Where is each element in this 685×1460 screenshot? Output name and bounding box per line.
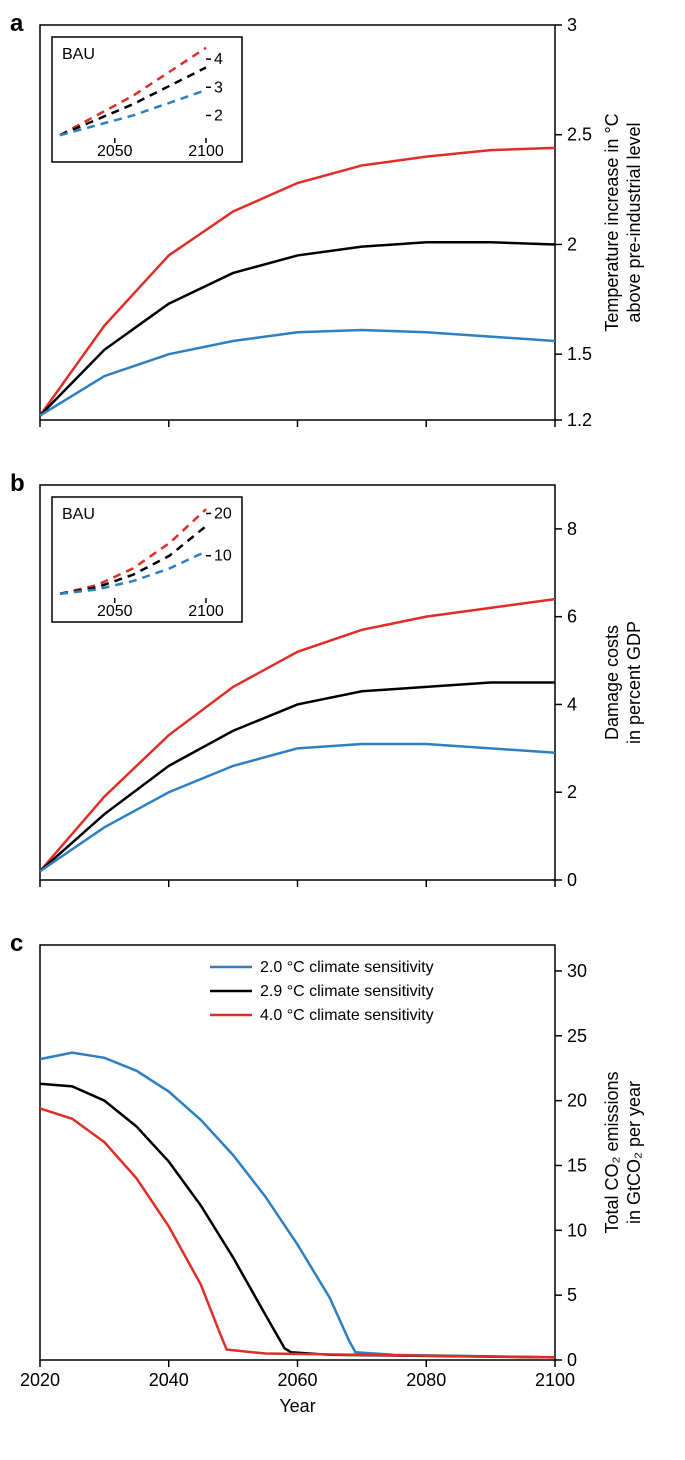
- svg-text:15: 15: [567, 1155, 587, 1175]
- svg-text:20: 20: [567, 1091, 587, 1111]
- svg-text:6: 6: [567, 607, 577, 627]
- svg-text:8: 8: [567, 519, 577, 539]
- chart-b: 0 2 4 6 8 Damage costsin percent GDP BAU 2050 21…: [10, 470, 675, 910]
- svg-text:above pre-industrial level: above pre-industrial level: [624, 122, 644, 322]
- svg-text:2050: 2050: [97, 143, 133, 160]
- svg-text:1.5: 1.5: [567, 344, 592, 364]
- svg-text:BAU: BAU: [62, 506, 95, 523]
- svg-text:25: 25: [567, 1026, 587, 1046]
- svg-text:2080: 2080: [406, 1370, 446, 1390]
- svg-text:2: 2: [214, 107, 223, 124]
- svg-text:0: 0: [567, 1350, 577, 1370]
- panel-a-label: a: [10, 10, 23, 38]
- svg-text:20: 20: [214, 505, 232, 522]
- figure: a 1.2 1.5 2 2.5 3 Temperature increase in °Ca…: [10, 10, 675, 1430]
- svg-text:2040: 2040: [149, 1370, 189, 1390]
- svg-text:Total CO₂ emissions: Total CO₂ emissions: [602, 1071, 622, 1233]
- svg-text:0: 0: [567, 870, 577, 890]
- svg-text:1.2: 1.2: [567, 410, 592, 430]
- svg-text:Damage costs: Damage costs: [602, 625, 622, 740]
- chart-a: 1.2 1.5 2 2.5 3 Temperature increase in °Cabo…: [10, 10, 675, 450]
- svg-text:10: 10: [214, 548, 232, 565]
- svg-text:2020: 2020: [20, 1370, 60, 1390]
- svg-text:in GtCO₂ per year: in GtCO₂ per year: [624, 1081, 644, 1224]
- svg-text:BAU: BAU: [62, 46, 95, 63]
- svg-text:in percent GDP: in percent GDP: [624, 621, 644, 744]
- svg-text:Temperature increase in °C: Temperature increase in °C: [602, 113, 622, 331]
- svg-text:2.5: 2.5: [567, 125, 592, 145]
- svg-text:Year: Year: [279, 1396, 315, 1416]
- svg-text:2: 2: [567, 782, 577, 802]
- svg-text:2100: 2100: [188, 603, 224, 620]
- svg-text:2100: 2100: [535, 1370, 575, 1390]
- svg-text:3: 3: [214, 79, 223, 96]
- panel-c: c 2020 2040 2060 2080 21000 5 10 15 20 25 30 Total …: [10, 930, 675, 1430]
- svg-text:30: 30: [567, 961, 587, 981]
- svg-text:2.0 °C climate sensitivity: 2.0 °C climate sensitivity: [260, 959, 434, 976]
- svg-text:4: 4: [567, 694, 577, 714]
- svg-text:10: 10: [567, 1220, 587, 1240]
- svg-text:2.9 °C climate sensitivity: 2.9 °C climate sensitivity: [260, 983, 434, 1000]
- svg-text:4.0 °C climate sensitivity: 4.0 °C climate sensitivity: [260, 1007, 434, 1024]
- svg-text:2100: 2100: [188, 143, 224, 160]
- svg-text:2050: 2050: [97, 603, 133, 620]
- svg-text:4: 4: [214, 51, 223, 68]
- panel-a: a 1.2 1.5 2 2.5 3 Temperature increase in °Ca…: [10, 10, 675, 450]
- svg-text:2: 2: [567, 234, 577, 254]
- panel-b-label: b: [10, 470, 25, 498]
- chart-c: 2020 2040 2060 2080 21000 5 10 15 20 25 30 Total CO…: [10, 930, 675, 1430]
- panel-b: b 0 2 4 6 8 Damage costsin percent GDP BAU 2050…: [10, 470, 675, 910]
- svg-text:5: 5: [567, 1285, 577, 1305]
- panel-c-label: c: [10, 930, 23, 958]
- svg-text:3: 3: [567, 15, 577, 35]
- svg-text:2060: 2060: [277, 1370, 317, 1390]
